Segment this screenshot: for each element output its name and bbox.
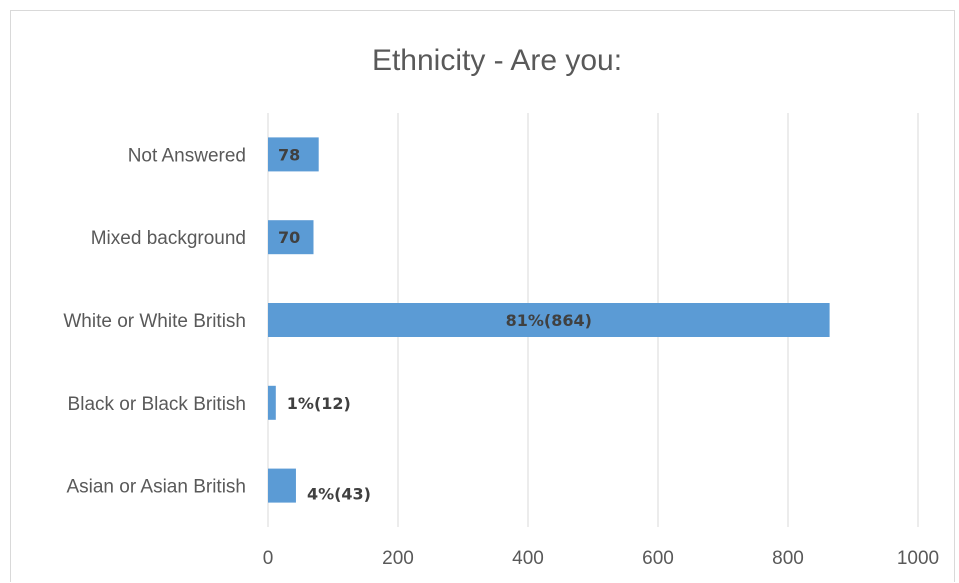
chart-title: Ethnicity - Are you:	[372, 44, 622, 77]
category-label: White or White British	[63, 311, 246, 332]
data-label: 1%(12)	[287, 394, 351, 413]
x-tick-label: 800	[772, 548, 804, 569]
bar	[268, 385, 276, 420]
bar	[268, 468, 296, 503]
bar	[268, 137, 319, 172]
bar	[268, 303, 830, 337]
category-label: Black or Black British	[68, 394, 246, 415]
category-label: Not Answered	[128, 145, 246, 166]
data-label: 78	[278, 145, 300, 164]
x-tick-label: 600	[642, 548, 674, 569]
data-label: 4%(43)	[307, 485, 371, 504]
x-tick-label: 0	[263, 548, 274, 569]
x-tick-label: 400	[512, 548, 544, 569]
bars	[268, 137, 830, 503]
category-label: Mixed background	[91, 228, 246, 249]
labels: 0 200 400 600 800 1000 Not Answered 78 Mixed bac…	[63, 145, 939, 569]
x-tick-label: 1000	[897, 548, 939, 569]
data-label: 70	[278, 228, 300, 247]
category-label: Asian or Asian British	[66, 477, 246, 498]
bar	[268, 220, 314, 255]
data-label: 81%(864)	[506, 311, 592, 330]
x-tick-label: 200	[382, 548, 414, 569]
chart-frame	[10, 10, 955, 582]
